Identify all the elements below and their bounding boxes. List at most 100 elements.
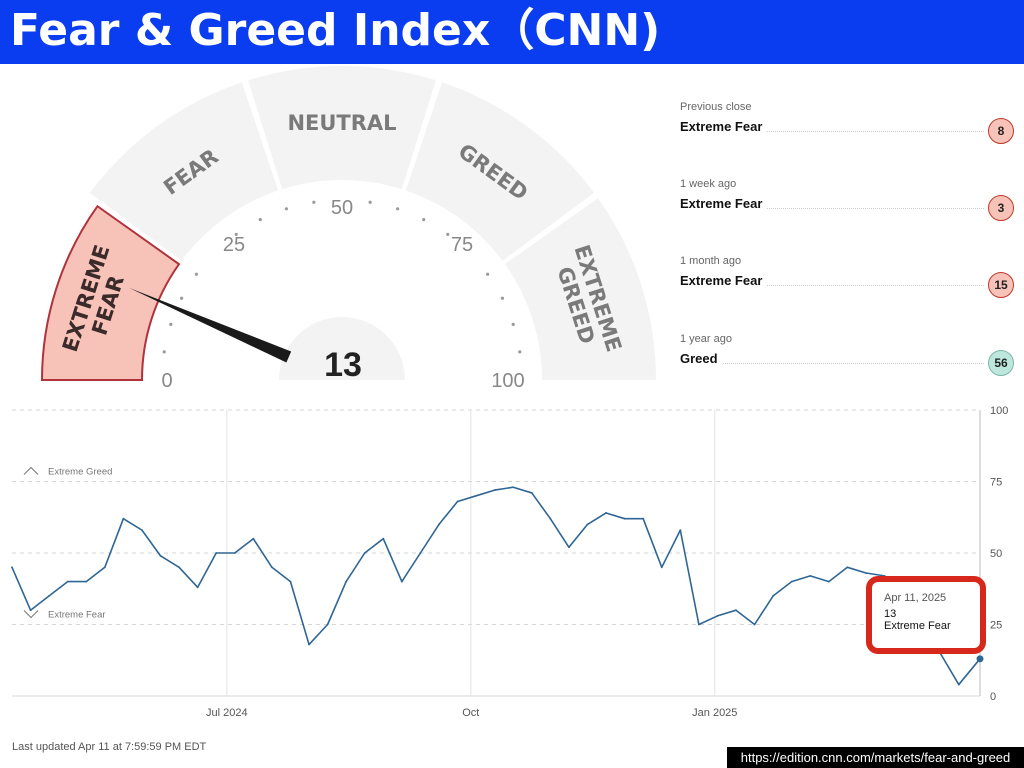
- y-tick-label: 100: [990, 405, 1008, 417]
- data-point: [827, 580, 830, 583]
- chart-tooltip: Apr 11, 2025 13 Extreme Fear: [866, 576, 986, 654]
- gauge-needle: [129, 287, 292, 363]
- data-point: [141, 529, 143, 532]
- gauge-tick-dot: [234, 232, 238, 236]
- data-point: [697, 623, 700, 626]
- gauge-hub: [279, 317, 405, 380]
- x-tick-label: Jan 2025: [692, 707, 737, 719]
- data-point: [493, 489, 496, 491]
- data-point: [549, 517, 552, 520]
- x-tick-label: Jul 2024: [206, 707, 248, 719]
- data-point: [586, 523, 589, 526]
- data-point: [382, 537, 385, 540]
- gauge-tick-dot: [368, 200, 372, 204]
- gauge-tick-dot: [486, 272, 490, 276]
- dotted-leader: [680, 131, 984, 132]
- gauge-tick-dot: [169, 322, 173, 326]
- history-value-badge: 3: [988, 195, 1014, 221]
- tooltip-date: Apr 11, 2025: [884, 592, 947, 604]
- data-point: [679, 529, 682, 532]
- history-1-year: 1 year ago Greed 56: [680, 333, 1014, 376]
- chevron-down-icon: [23, 610, 39, 619]
- gauge-tick-dot: [194, 272, 198, 276]
- gauge-zone-neutral: [248, 66, 436, 190]
- gauge-zone-extreme-fear: [40, 204, 181, 381]
- zone-label: Extreme Fear: [48, 610, 106, 621]
- data-point: [178, 566, 180, 569]
- gauge-tick-dot: [162, 350, 166, 354]
- y-tick-label: 25: [990, 620, 1002, 632]
- last-updated: Last updated Apr 11 at 7:59:59 PM EDT: [12, 741, 207, 753]
- data-point: [865, 572, 867, 574]
- gauge-tick-dot: [446, 232, 450, 236]
- data-point: [790, 580, 793, 583]
- data-point: [271, 566, 273, 569]
- data-point: [438, 523, 440, 526]
- data-point: [568, 546, 570, 549]
- data-point: [252, 537, 255, 540]
- history-rating: Greed: [680, 351, 722, 366]
- dotted-leader: [680, 285, 984, 286]
- history-value-badge: 15: [988, 272, 1014, 298]
- gauge-zone-label: NEUTRAL: [287, 111, 396, 135]
- dotted-leader: [680, 208, 984, 209]
- data-point: [660, 566, 663, 569]
- source-url[interactable]: https://edition.cnn.com/markets/fear-and…: [727, 747, 1024, 768]
- data-point: [456, 500, 459, 503]
- data-point: [512, 486, 515, 489]
- data-point: [976, 655, 984, 663]
- page-title: Fear & Greed Index（CNN): [0, 0, 1024, 64]
- gauge-tick-label: 50: [331, 197, 353, 219]
- data-point: [623, 517, 626, 520]
- data-point: [85, 580, 88, 583]
- data-point: [289, 580, 292, 583]
- gauge-tick-dot: [518, 350, 522, 354]
- gauge-tick-dot: [511, 322, 515, 326]
- history-1-month: 1 month ago Extreme Fear 15: [680, 255, 1014, 298]
- data-point: [846, 566, 849, 569]
- gauge-tick-dot: [396, 207, 400, 211]
- data-point: [215, 552, 218, 554]
- history-rating: Extreme Fear: [680, 119, 767, 134]
- data-point: [605, 512, 607, 514]
- data-point: [233, 552, 236, 554]
- data-point: [772, 595, 775, 597]
- data-point: [326, 623, 329, 626]
- data-point: [48, 595, 51, 597]
- data-point: [753, 623, 756, 626]
- gauge-tick-dot: [312, 200, 316, 204]
- history-value-badge: 8: [988, 118, 1014, 144]
- data-point: [475, 494, 478, 497]
- data-point: [345, 580, 348, 583]
- data-point: [29, 609, 32, 612]
- gauge-value: 13: [324, 346, 362, 384]
- gauge-zone-fear: [89, 82, 279, 261]
- data-point: [400, 580, 403, 583]
- dotted-leader: [680, 363, 984, 364]
- data-point: [735, 609, 737, 612]
- gauge-zone-extreme-greed: [505, 198, 656, 380]
- gauge-tick-label: 75: [451, 234, 473, 256]
- tooltip-value: 13: [884, 608, 897, 620]
- history-previous-close: Previous close Extreme Fear 8: [680, 101, 1014, 144]
- chevron-up-icon: [23, 466, 39, 475]
- data-point: [66, 580, 69, 583]
- gauge-zone-label-word: NEUTRAL: [287, 111, 396, 135]
- data-point: [11, 566, 13, 569]
- y-tick-label: 0: [990, 691, 996, 703]
- gauge-tick-dot: [258, 218, 262, 222]
- gauge-tick-dot: [500, 296, 504, 300]
- data-point: [103, 566, 106, 569]
- gauge-tick-label: 25: [223, 234, 245, 256]
- y-tick-label: 75: [990, 477, 1002, 489]
- history-label: Previous close: [680, 101, 752, 113]
- y-tick-label: 50: [990, 548, 1002, 560]
- gauge-tick-dot: [422, 218, 426, 222]
- tooltip-rating: Extreme Fear: [884, 620, 951, 632]
- data-point: [159, 554, 162, 557]
- history-1-week: 1 week ago Extreme Fear 3: [680, 178, 1014, 221]
- gauge-zone-greed: [405, 82, 595, 261]
- gauge-tick-label: 0: [161, 370, 172, 392]
- gauge-chart: EXTREMEFEARFEARNEUTRALGREEDEXTREMEGREED0…: [40, 66, 656, 392]
